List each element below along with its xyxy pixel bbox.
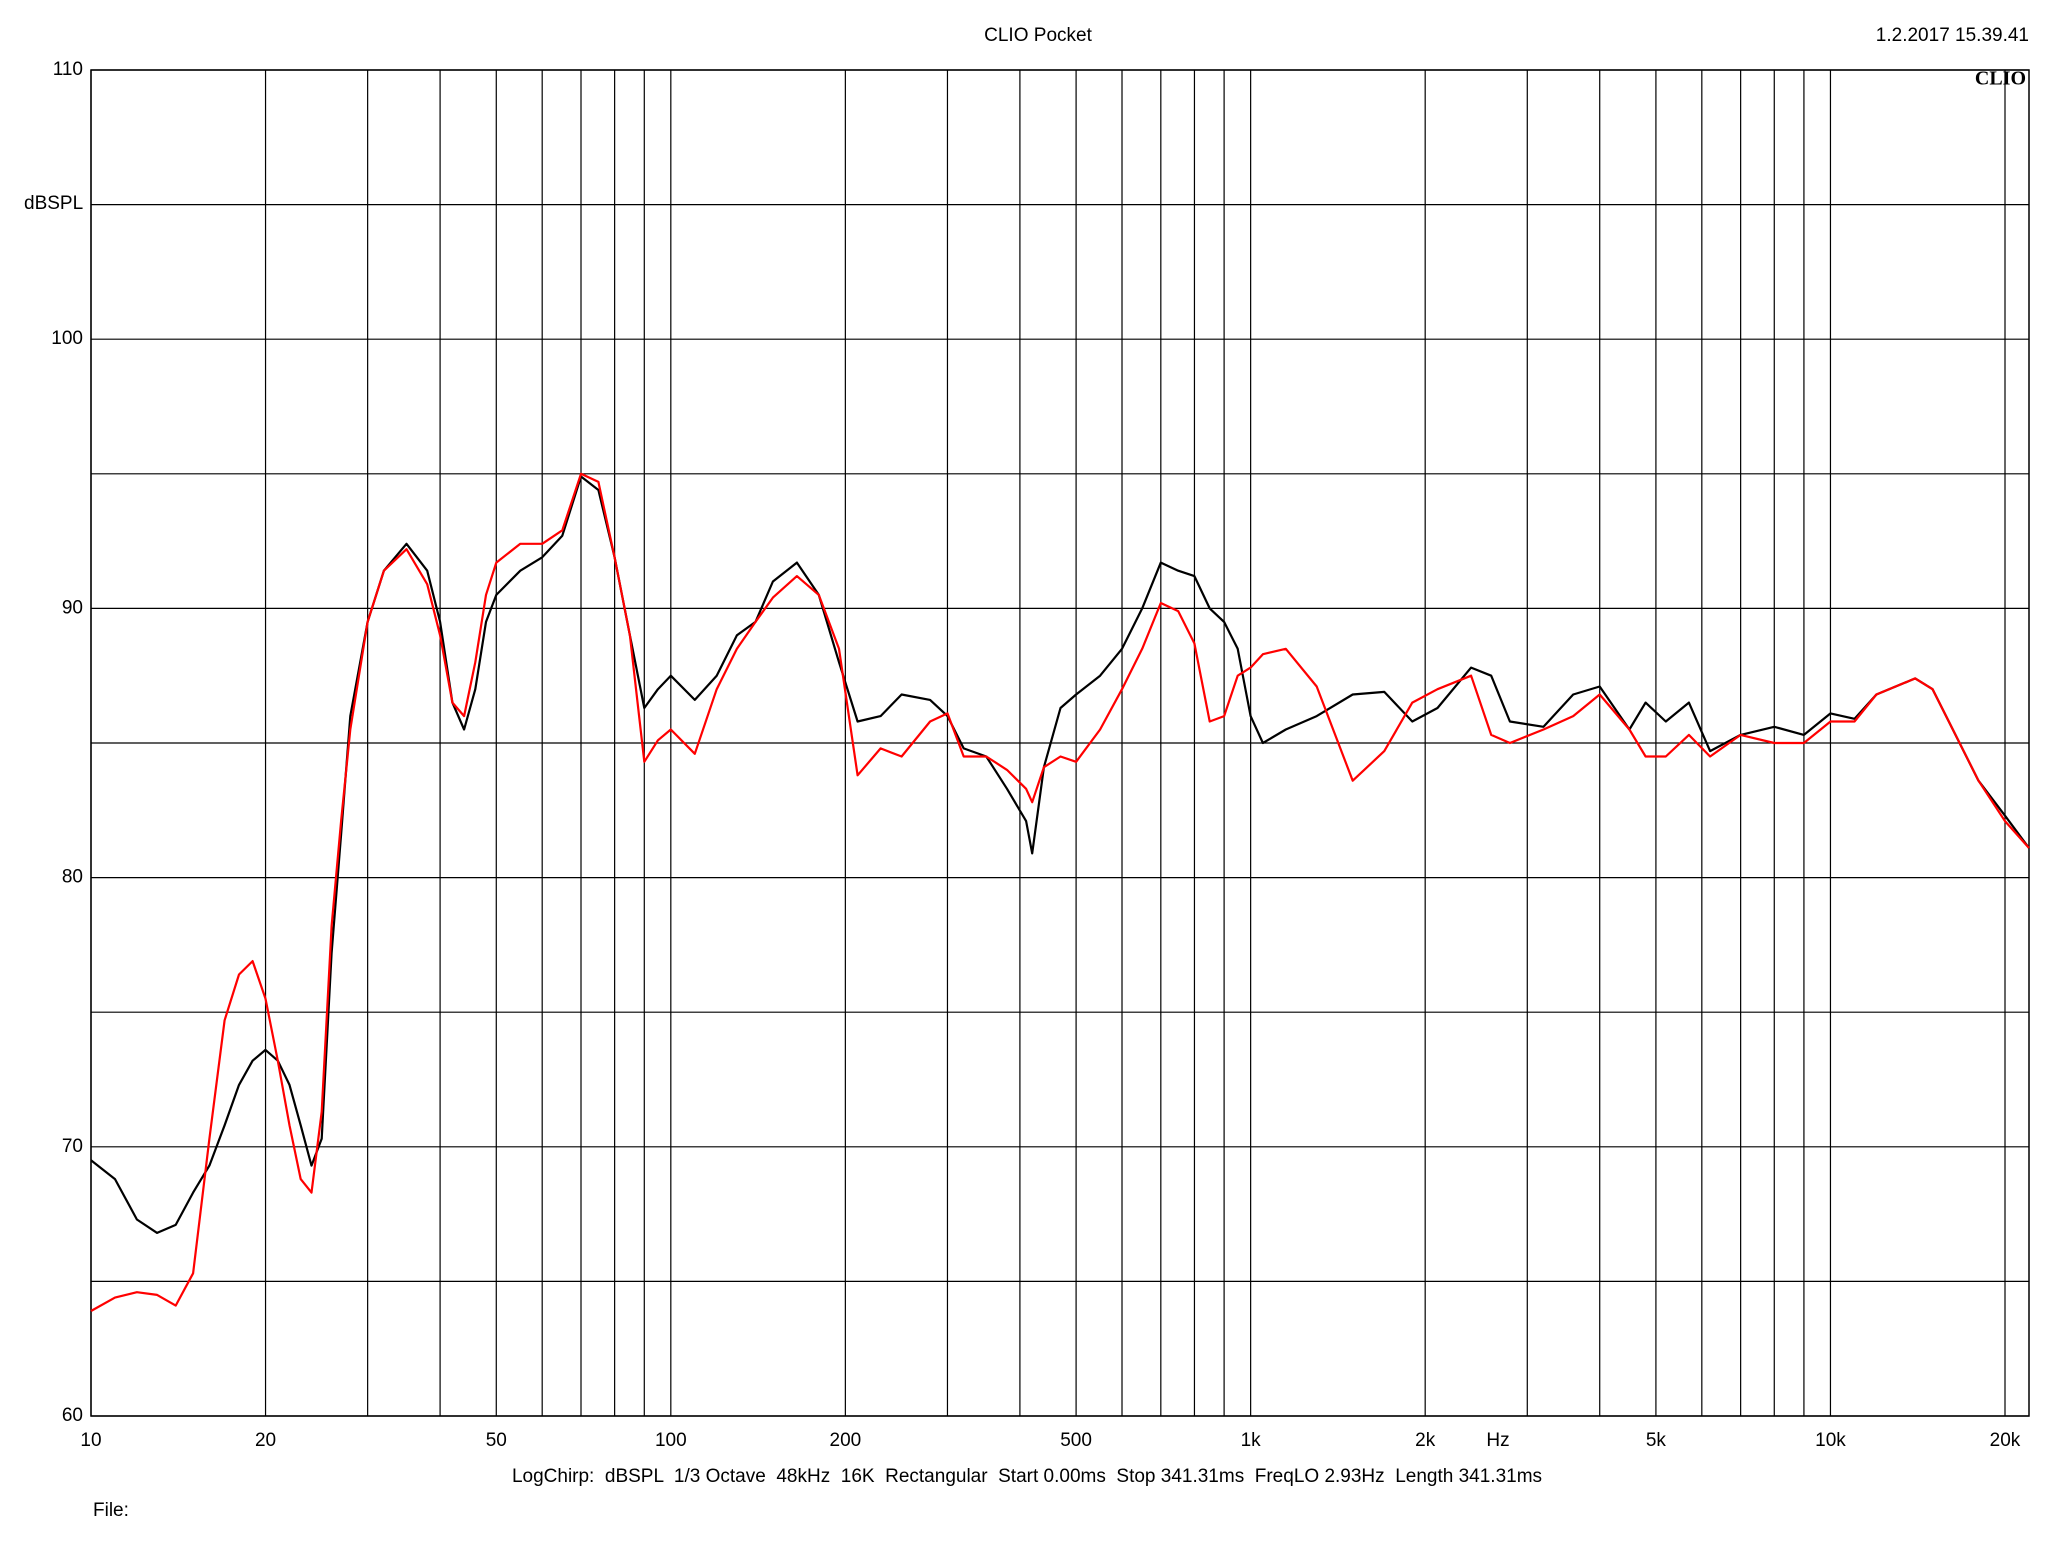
y-tick-label: 110: [53, 59, 83, 80]
file-label: File:: [93, 1500, 129, 1521]
data-line: [90, 472, 2030, 1312]
x-tick-label: 20k: [1990, 1430, 2021, 1451]
footer: LogChirp: dBSPL 1/3 Octave 48kHz 16K Rec…: [512, 1466, 1542, 1487]
logo: CLIO: [1975, 68, 2026, 90]
y-tick-label: 100: [51, 328, 83, 349]
y-axis-label: dBSPL: [24, 193, 83, 214]
x-tick-label: 50: [486, 1430, 507, 1451]
y-tick-label: 90: [62, 597, 83, 618]
y-tick-label: 70: [62, 1136, 83, 1157]
x-tick-label: 10: [80, 1430, 101, 1451]
x-tick-label: 5k: [1646, 1430, 1667, 1451]
x-tick-label: 10k: [1815, 1430, 1846, 1451]
timestamp: 1.2.2017 15.39.41: [1876, 25, 2029, 46]
x-axis-unit: Hz: [1486, 1430, 1509, 1451]
y-tick-label: 60: [62, 1405, 83, 1426]
data-line: [90, 475, 2030, 1235]
x-tick-label: 20: [255, 1430, 276, 1451]
chart-title: CLIO Pocket: [984, 25, 1092, 46]
x-tick-label: 2k: [1415, 1430, 1436, 1451]
x-tick-label: 100: [655, 1430, 687, 1451]
y-tick-label: 80: [62, 867, 83, 888]
x-tick-label: 1k: [1241, 1430, 1262, 1451]
x-tick-label: 200: [830, 1430, 862, 1451]
x-tick-label: 500: [1060, 1430, 1092, 1451]
